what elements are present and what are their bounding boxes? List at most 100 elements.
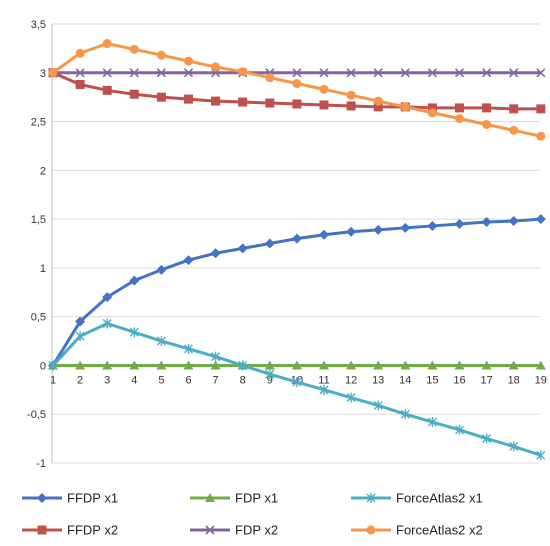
data-point <box>508 216 519 227</box>
data-point <box>183 255 194 266</box>
y-tick-label: 3 <box>40 68 46 80</box>
data-point <box>455 424 464 435</box>
legend: FFDP x1 FDP x1 ForceAtlas2 x1 FFDP x2 FDP x2… <box>22 491 483 538</box>
data-point <box>481 360 492 370</box>
data-point <box>427 417 437 428</box>
data-point <box>292 99 302 109</box>
data-point <box>454 68 465 78</box>
y-tick-label: 1,5 <box>31 214 46 226</box>
data-point <box>536 68 546 78</box>
data-point <box>373 360 384 370</box>
data-point <box>373 400 383 411</box>
data-point <box>508 360 519 370</box>
data-point <box>400 360 411 370</box>
data-point <box>210 248 221 259</box>
data-point <box>319 100 329 110</box>
data-point <box>482 119 492 129</box>
x-tick-label: 5 <box>158 374 164 386</box>
data-point <box>319 360 329 370</box>
data-point <box>129 327 139 338</box>
y-tick-label: 2 <box>40 165 46 177</box>
data-point <box>156 360 167 370</box>
data-point <box>265 98 275 108</box>
data-point <box>129 68 139 78</box>
data-point <box>292 68 302 78</box>
data-point <box>346 101 356 111</box>
data-point <box>509 125 519 135</box>
legend-marker <box>37 493 47 503</box>
series-ffdp-x1 <box>48 214 546 371</box>
legend-label: ForceAtlas2 x2 <box>396 523 483 538</box>
data-point <box>156 68 166 78</box>
y-tick-label: 2,5 <box>31 117 46 129</box>
data-point <box>346 68 356 78</box>
data-point <box>482 68 492 78</box>
x-tick-label: 17 <box>480 374 492 386</box>
data-point <box>427 68 437 78</box>
legend-marker <box>205 525 215 535</box>
y-tick-label: -0,5 <box>27 409 46 421</box>
data-point <box>75 68 85 78</box>
x-tick-label: 4 <box>131 374 137 386</box>
legend-marker <box>37 525 47 535</box>
data-point <box>184 94 193 104</box>
y-tick-label: 3,5 <box>31 19 46 31</box>
x-tick-label: 8 <box>240 374 246 386</box>
data-point <box>319 68 329 78</box>
data-point <box>211 62 221 72</box>
data-point <box>237 243 248 254</box>
data-point <box>535 360 546 370</box>
data-point <box>75 48 85 58</box>
gridlines <box>52 23 540 464</box>
x-tick-label: 3 <box>104 374 110 386</box>
data-point <box>102 39 112 49</box>
x-tick-label: 16 <box>453 374 465 386</box>
y-tick-label: 0,5 <box>31 312 46 324</box>
data-point <box>346 392 356 403</box>
data-point <box>291 360 302 370</box>
y-tick-label: 0 <box>40 360 46 372</box>
data-point <box>265 369 275 380</box>
data-point <box>48 68 58 78</box>
data-point <box>129 360 140 370</box>
data-point <box>238 67 248 77</box>
data-point <box>373 96 383 106</box>
legend-item: FFDP x1 <box>22 491 118 506</box>
data-point <box>291 233 302 244</box>
x-tick-label: 2 <box>77 374 83 386</box>
data-point <box>210 360 221 370</box>
series-fdp-x1 <box>48 360 546 370</box>
data-point <box>102 292 113 303</box>
x-tick-label: 11 <box>318 374 329 386</box>
data-point <box>346 360 357 370</box>
x-tick-label: 1 <box>50 374 56 386</box>
series-line <box>52 42 542 138</box>
data-point <box>482 103 492 113</box>
data-point <box>183 360 194 370</box>
x-tick-label: 12 <box>345 374 357 386</box>
data-point <box>427 220 438 231</box>
y-tick-label: 1 <box>40 263 46 275</box>
x-tick-label: 7 <box>213 374 219 386</box>
data-point <box>156 336 166 347</box>
data-point <box>400 68 410 78</box>
x-tick-label: 18 <box>508 374 520 386</box>
data-point <box>535 214 546 225</box>
y-tick-label: -1 <box>36 458 46 470</box>
data-point <box>454 360 465 370</box>
x-tick-label: 9 <box>267 374 273 386</box>
legend-label: FDP x2 <box>235 523 278 538</box>
legend-item: FFDP x2 <box>22 523 118 538</box>
legend-item: FDP x1 <box>190 491 278 506</box>
data-point <box>292 79 302 89</box>
data-point <box>319 384 329 395</box>
data-point <box>102 68 112 78</box>
data-point <box>75 360 86 370</box>
data-point <box>48 360 58 371</box>
data-point <box>102 85 112 95</box>
data-point <box>238 97 248 107</box>
data-point <box>292 377 302 388</box>
data-point <box>319 84 329 94</box>
legend-item: ForceAtlas2 x2 <box>351 523 483 538</box>
